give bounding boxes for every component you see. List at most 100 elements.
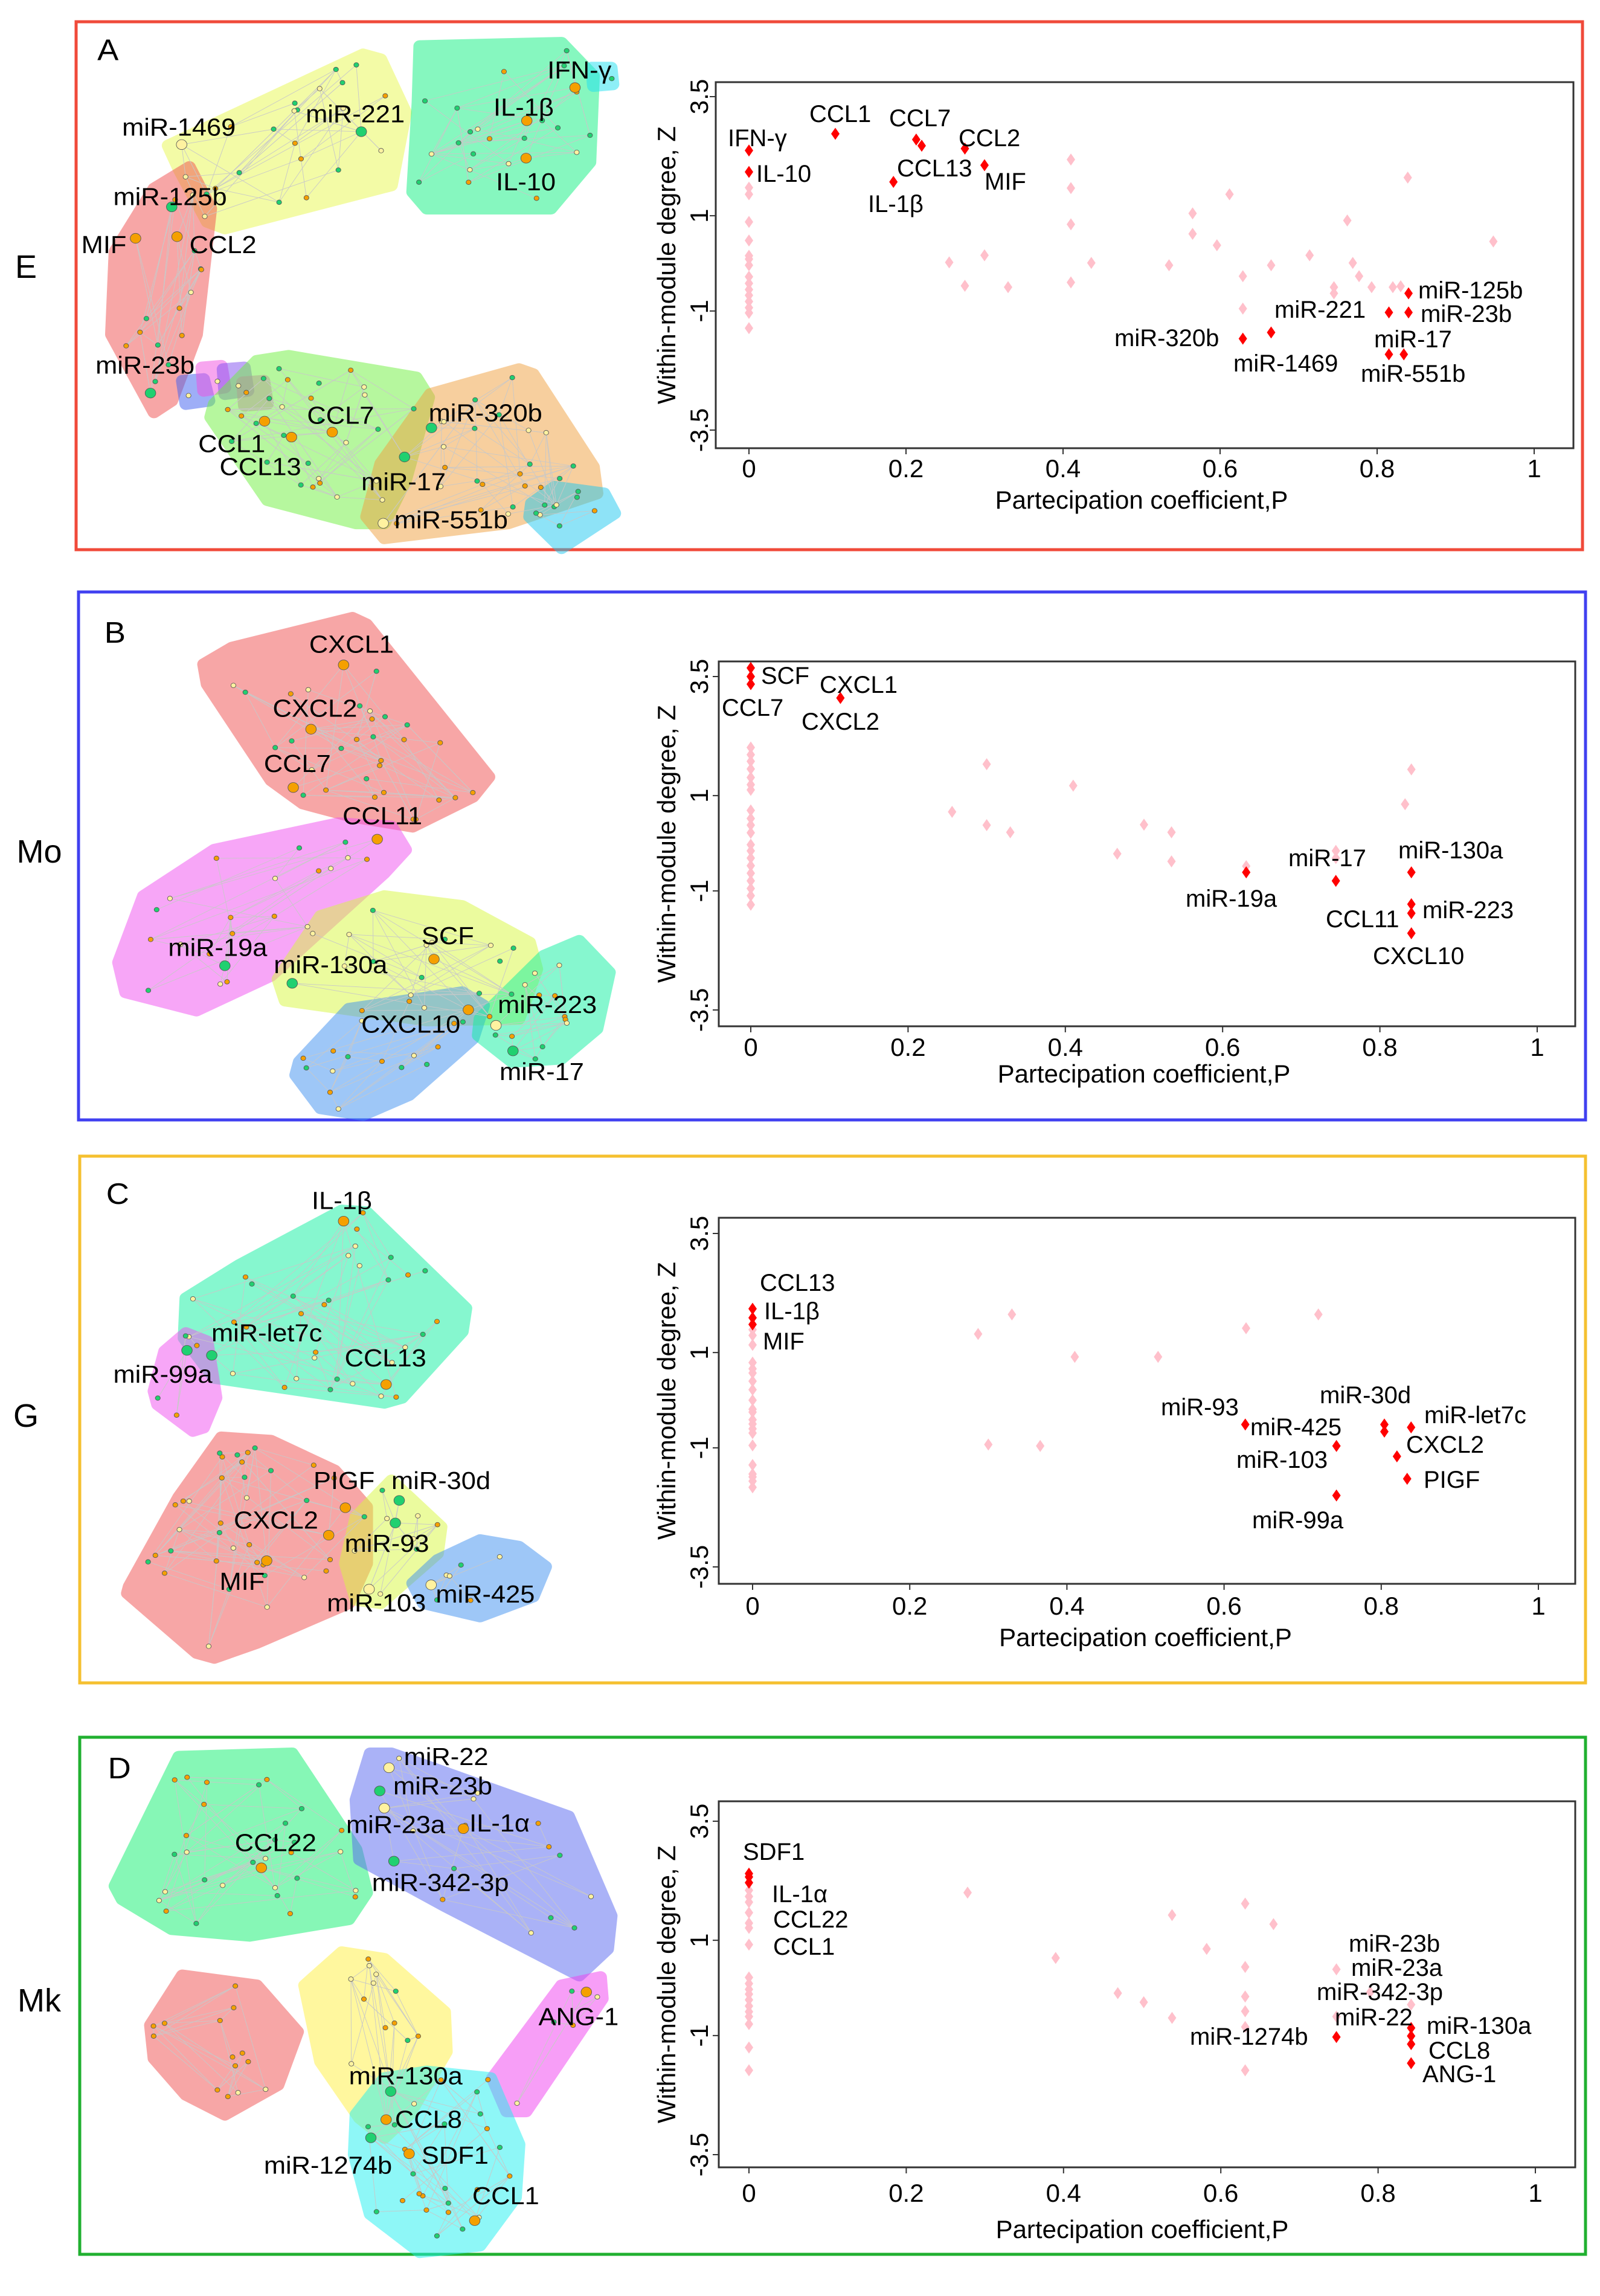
network-edge (320, 387, 365, 420)
network-edge (384, 1808, 394, 1862)
network-node (145, 988, 152, 993)
x-tick-label: 1 (1531, 1592, 1545, 1620)
network-edges (126, 50, 595, 527)
hub-node (166, 201, 178, 213)
network-edge (376, 1974, 386, 2028)
network-node (501, 69, 507, 74)
network-node (340, 106, 346, 111)
network-node (538, 484, 544, 490)
network-edge (406, 724, 474, 793)
network-node (532, 1056, 538, 1062)
network-edge (343, 1221, 397, 1397)
network-node (405, 1272, 411, 1278)
network-node (539, 118, 545, 123)
network-edge (390, 2091, 481, 2115)
network-node (271, 126, 277, 132)
data-point (747, 670, 755, 683)
point-label: CCL11 (1326, 906, 1399, 933)
network-node (423, 2207, 429, 2213)
network-edge (164, 1447, 255, 1574)
network-node (359, 1008, 365, 1014)
network-node (346, 931, 352, 937)
network-node (381, 789, 387, 796)
network-node (454, 105, 460, 111)
network-edge (155, 1478, 335, 1556)
network-edge (284, 1387, 396, 1398)
network-edge (470, 65, 565, 132)
network-node (202, 213, 208, 219)
network-edge (508, 120, 527, 164)
network-node (184, 1775, 190, 1780)
network-edge (222, 1839, 275, 1886)
network-node (165, 362, 172, 368)
network-node (434, 1319, 440, 1324)
network-edge (296, 1378, 387, 1385)
network-edge (573, 1996, 598, 2026)
network-edge (301, 95, 386, 159)
network-edge (234, 1300, 329, 1323)
network-node (308, 396, 314, 401)
hub-node (286, 978, 298, 989)
network-node (168, 1548, 174, 1554)
network-edge (444, 2124, 449, 2204)
data-point (1004, 281, 1012, 294)
hub-node (219, 960, 231, 971)
network-node (303, 195, 309, 201)
point-label: miR-let7c (1424, 1402, 1526, 1429)
network-node (231, 1319, 237, 1325)
network-edge (504, 71, 558, 128)
network-edge (524, 50, 567, 139)
point-label: CXCL1 (820, 672, 898, 698)
network-edge (170, 1478, 335, 1551)
network-edge (300, 442, 347, 486)
network-edge (424, 945, 427, 1008)
network-edge (281, 407, 347, 443)
network-edge (399, 1758, 414, 1831)
network-node (415, 2033, 421, 2039)
data-point (745, 1906, 753, 1919)
data-point (1140, 818, 1148, 831)
network-node (137, 329, 143, 335)
network-edge (468, 127, 558, 183)
network-edge (338, 108, 344, 170)
hub-node (339, 1502, 352, 1513)
network-node-label: CXCL1 (309, 631, 394, 658)
network-edge (370, 2137, 405, 2150)
network-edge (315, 1334, 423, 1353)
point-label: miR-23b (1349, 1931, 1440, 1957)
network-node (393, 1989, 399, 1994)
network-edge (542, 87, 576, 121)
network-node (507, 2173, 513, 2179)
network-node-label: IL-10 (496, 168, 556, 195)
data-point (980, 159, 989, 172)
network-edge (204, 1804, 266, 1859)
network-node (509, 991, 515, 997)
network-edge (413, 1516, 419, 1539)
network-node (458, 1562, 464, 1568)
network-node-label: miR-23a (346, 1811, 446, 1838)
network-node (361, 384, 367, 390)
network-node (155, 342, 161, 348)
network-node (394, 521, 400, 526)
network-node (219, 1475, 225, 1481)
network-edge (403, 739, 440, 800)
network-node (480, 481, 486, 487)
network-edge (234, 1246, 356, 1323)
network-edge (301, 1313, 423, 1335)
network-edge (384, 1798, 474, 1809)
network-edge (440, 2080, 510, 2176)
network-node (179, 333, 185, 338)
y-tick-label: 3.5 (685, 1216, 713, 1251)
network-edge (559, 965, 566, 1020)
network-edge (196, 1885, 223, 1924)
network-edge (170, 1551, 330, 1560)
network-node (202, 1877, 208, 1883)
network-node (276, 366, 282, 371)
network-edge (370, 710, 456, 798)
network-node (191, 248, 198, 254)
network-edge (373, 736, 456, 798)
network-node (266, 396, 272, 401)
data-point (1068, 779, 1078, 792)
network-node (396, 1755, 402, 1761)
network-node (263, 1856, 269, 1862)
